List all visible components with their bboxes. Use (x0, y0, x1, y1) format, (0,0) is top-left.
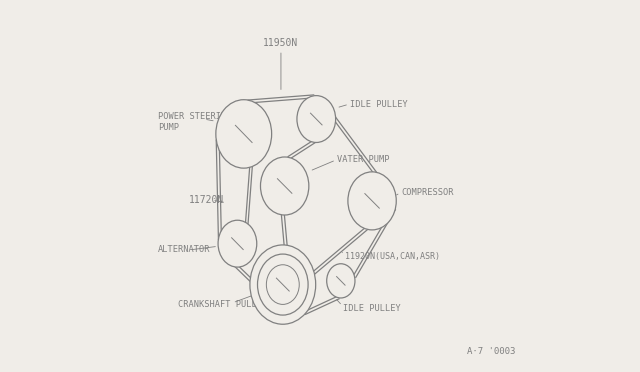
Text: IDLE PULLEY: IDLE PULLEY (343, 304, 401, 312)
Ellipse shape (297, 96, 335, 142)
Ellipse shape (266, 265, 300, 304)
Text: VATER PUMP: VATER PUMP (337, 155, 389, 164)
Text: CRANKSHAFT PULLEY: CRANKSHAFT PULLEY (178, 300, 267, 309)
Text: COMPRESSOR: COMPRESSOR (401, 188, 454, 197)
Ellipse shape (216, 100, 271, 168)
Text: POWER STEERING
PUMP: POWER STEERING PUMP (158, 112, 232, 132)
Text: 11920N(USA,CAN,ASR): 11920N(USA,CAN,ASR) (346, 252, 440, 261)
Ellipse shape (250, 245, 316, 324)
Ellipse shape (326, 264, 355, 298)
Text: ALTERNATOR: ALTERNATOR (158, 246, 211, 254)
Ellipse shape (218, 220, 257, 267)
Text: 11950N: 11950N (263, 38, 299, 48)
Ellipse shape (260, 157, 309, 215)
Text: IDLE PULLEY: IDLE PULLEY (349, 100, 408, 109)
Text: 11720N: 11720N (189, 195, 224, 205)
Ellipse shape (348, 172, 396, 230)
Text: A·7 '0003: A·7 '0003 (467, 347, 515, 356)
Ellipse shape (257, 254, 308, 315)
